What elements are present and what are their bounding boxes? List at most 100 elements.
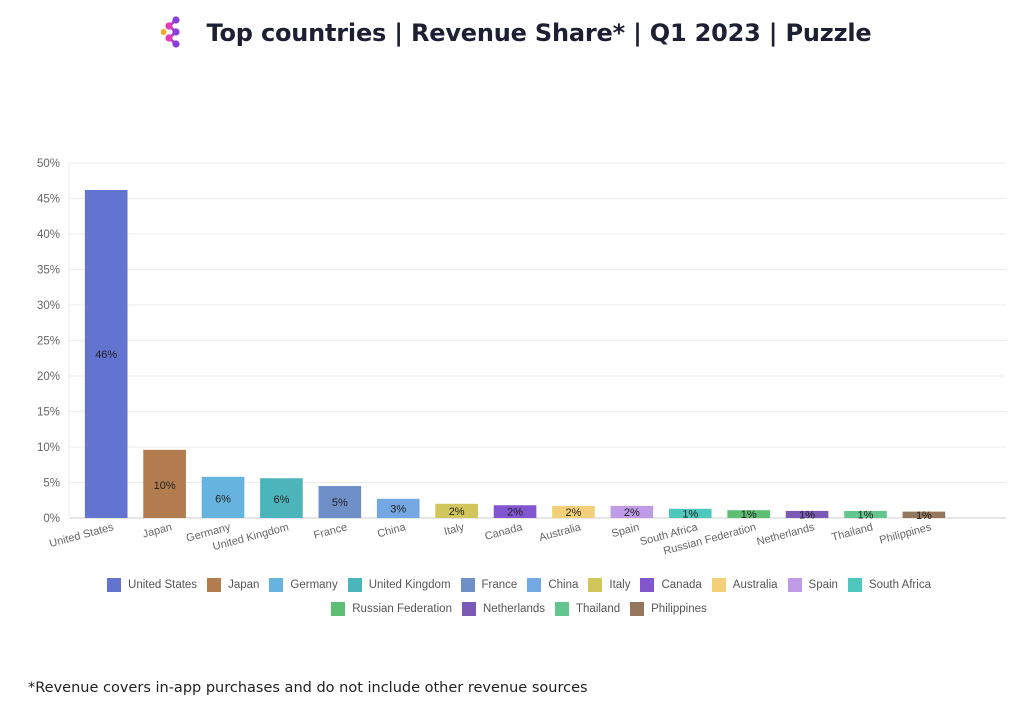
data-label: 1%: [858, 509, 874, 521]
legend-label: United Kingdom: [368, 579, 451, 591]
data-label: 5%: [332, 497, 348, 509]
bar: [84, 189, 128, 519]
legend-swatch: [107, 578, 122, 592]
legend-swatch: [588, 578, 603, 592]
x-tick-label: Australia: [538, 521, 583, 544]
bar: [785, 510, 829, 518]
legend-item[interactable]: France: [460, 578, 518, 592]
legend-label: South Africa: [868, 579, 931, 591]
legend-item[interactable]: United States: [107, 578, 197, 592]
legend-swatch: [331, 602, 346, 616]
x-tick-label: Canada: [483, 521, 524, 543]
x-tick-label: Italy: [443, 521, 466, 538]
y-tick-label: 25%: [37, 336, 60, 348]
legend-item[interactable]: Australia: [711, 578, 778, 592]
x-tick-label: Netherlands: [755, 521, 816, 548]
y-tick-label: 10%: [37, 442, 60, 454]
legend-row: Russian Federation Netherlands Thailand Phi…: [14, 602, 1024, 616]
legend-swatch: [347, 578, 362, 592]
y-tick-label: 40%: [37, 229, 60, 241]
legend-item[interactable]: South Africa: [847, 578, 931, 592]
data-label: 2%: [624, 507, 640, 519]
data-label: 3%: [390, 503, 406, 515]
bar: [844, 510, 887, 518]
legend-item[interactable]: China: [527, 578, 578, 592]
bar: [552, 505, 595, 518]
data-label: 1%: [916, 510, 932, 522]
bar: [435, 503, 478, 518]
data-label: 2%: [507, 507, 523, 519]
puzzle-logo-icon: [160, 16, 180, 48]
chart-header: Top countries | Revenue Share* | Q1 2023…: [0, 16, 1024, 50]
legend-label: United States: [128, 579, 198, 591]
bar-chart: 0% 5% 10% 15% 20% 25% 30% 35% 40% 45% 50% 46% United…: [37, 158, 1006, 558]
bar: [376, 498, 420, 518]
chart-legend: United States Japan Germany United Kingdom F…: [0, 578, 1024, 626]
legend-item[interactable]: Japan: [207, 578, 259, 592]
x-tick-label: Japan: [141, 521, 173, 540]
bar: [143, 449, 186, 518]
bar: [668, 508, 712, 518]
legend-swatch: [711, 578, 726, 592]
legend-swatch: [460, 578, 475, 592]
legend-label: France: [481, 579, 518, 591]
data-label: 1%: [799, 509, 815, 521]
x-tick-label: Thailand: [830, 521, 874, 544]
data-label: 1%: [682, 508, 698, 520]
legend-swatch: [787, 578, 802, 592]
legend-item[interactable]: Germany: [269, 578, 338, 592]
legend-swatch: [847, 578, 862, 592]
x-tick-label: Spain: [610, 521, 640, 540]
legend-label: Philippines: [651, 603, 707, 615]
legend-item[interactable]: United Kingdom: [347, 578, 451, 592]
legend-label: Canada: [661, 579, 702, 591]
legend-swatch: [630, 602, 645, 616]
bar: [727, 510, 770, 518]
x-tick-label: France: [312, 521, 348, 541]
legend-label: Russian Federation: [352, 603, 452, 615]
x-tick-label: China: [376, 521, 408, 540]
y-tick-label: 30%: [37, 300, 60, 312]
data-label: 6%: [273, 494, 289, 506]
chart-title: Top countries | Revenue Share* | Q1 2023…: [206, 19, 872, 47]
bar: [610, 505, 654, 518]
legend-swatch: [207, 578, 222, 592]
legend-swatch: [527, 578, 542, 592]
legend-swatch: [461, 602, 476, 616]
legend-swatch: [269, 578, 284, 592]
data-label: 2%: [449, 506, 465, 518]
y-tick-label: 50%: [37, 158, 60, 170]
legend-swatch: [555, 602, 569, 616]
data-label: 10%: [154, 480, 176, 492]
legend-item[interactable]: Canada: [640, 578, 702, 592]
legend-label: Japan: [228, 579, 260, 591]
y-tick-label: 15%: [37, 407, 60, 419]
legend-label: Germany: [290, 579, 338, 591]
x-tick-label: Philippines: [878, 521, 933, 546]
bar: [201, 476, 245, 518]
footnote: *Revenue covers in-app purchases and do …: [28, 680, 588, 696]
legend-item[interactable]: Italy: [588, 578, 630, 592]
legend-label: Netherlands: [482, 603, 545, 615]
data-label: 46%: [95, 349, 117, 361]
legend-item[interactable]: Russian Federation: [331, 602, 452, 616]
y-tick-label: 0%: [43, 513, 60, 525]
legend-item[interactable]: Spain: [787, 578, 838, 592]
bar: [318, 486, 362, 518]
legend-label: Thailand: [576, 603, 621, 615]
legend-item[interactable]: Netherlands: [461, 602, 545, 616]
data-label: 6%: [215, 493, 231, 505]
bar: [493, 505, 537, 518]
legend-label: China: [548, 579, 579, 591]
legend-label: Italy: [609, 579, 631, 591]
legend-item[interactable]: Thailand: [555, 602, 620, 616]
legend-row: United States Japan Germany United Kingdom F…: [14, 578, 1024, 592]
y-tick-label: 20%: [37, 371, 60, 383]
legend-swatch: [640, 578, 655, 592]
bar: [902, 511, 946, 518]
legend-item[interactable]: Philippines: [630, 602, 707, 616]
y-tick-label: 45%: [37, 194, 60, 206]
y-tick-label: 5%: [43, 478, 60, 490]
legend-label: Spain: [808, 579, 838, 591]
y-tick-label: 35%: [37, 265, 60, 277]
